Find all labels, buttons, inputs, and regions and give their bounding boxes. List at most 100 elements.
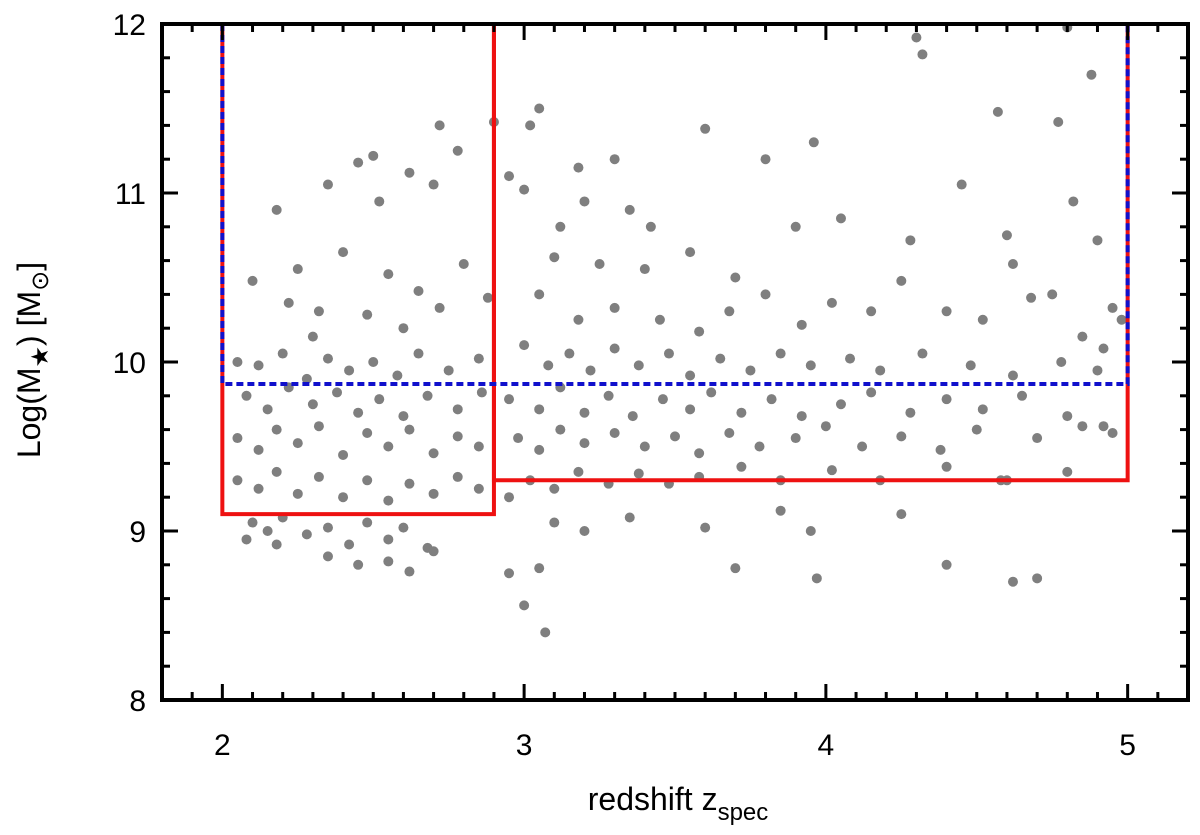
data-point [428,546,439,557]
data-point [917,348,928,359]
data-point [353,559,364,570]
data-point [504,568,515,579]
y-axis-label: Log(M★) [M⊙] [11,262,54,458]
data-point [1032,433,1043,444]
data-point [253,444,264,455]
y-tick-label: 11 [115,178,146,211]
data-point [262,526,273,536]
data-point [434,120,445,131]
data-point [519,600,530,611]
data-point [277,348,288,359]
data-point [353,407,364,418]
data-point [338,449,349,460]
data-point [549,483,560,494]
data-point [685,370,696,381]
data-point [917,49,928,60]
data-point [262,404,273,415]
mass-limit-line [220,24,1130,386]
data-point [724,427,735,438]
x-tick-label: 2 [214,729,231,762]
data-point [452,471,463,482]
data-point [896,431,907,442]
data-point [760,289,771,300]
x-axis-label: redshift zspec [588,781,769,826]
data-point [1062,411,1073,422]
plot-frame [160,22,1190,702]
data-point [639,441,650,452]
data-point [534,444,545,455]
data-point [694,448,705,459]
data-point [383,495,394,506]
data-point [271,466,282,477]
data-point [271,424,282,435]
data-point [645,221,656,232]
data-point [292,438,303,449]
data-point [422,390,433,401]
data-point [398,522,409,533]
data-point [344,539,355,550]
data-point [452,431,463,442]
data-point [504,394,515,405]
data-point [796,319,807,330]
data-point [736,461,747,472]
data-point [549,517,560,528]
data-point [796,411,807,422]
data-point [428,488,439,499]
data-point [579,407,590,418]
data-point [322,522,333,533]
data-point [404,478,415,489]
data-point [1056,357,1067,367]
data-point [579,438,590,449]
data-point [555,424,566,435]
data-point [875,365,886,376]
data-point [573,314,584,325]
data-point [627,411,638,422]
x-tick-label: 5 [1119,729,1136,762]
data-point [519,340,530,351]
data-point [1032,573,1043,584]
data-point [271,204,282,215]
data-point [639,264,650,275]
data-point [992,106,1003,117]
data-point [1107,302,1118,313]
data-point [766,394,777,405]
data-point [585,365,596,376]
data-point [543,360,554,371]
data-point [232,357,243,367]
data-point [905,235,916,246]
data-point [292,488,303,499]
data-point [971,424,982,435]
data-point [896,275,907,286]
data-point [534,103,545,114]
data-point [452,145,463,156]
data-point [307,399,318,410]
data-point [504,171,515,182]
data-point [965,360,976,371]
data-point [1053,117,1064,128]
data-point [1077,331,1088,342]
y-tick-label: 10 [113,347,146,380]
data-point [404,167,415,178]
data-point [540,627,551,638]
x-tick-label: 4 [818,729,835,762]
data-point [1098,421,1109,432]
data-point [564,348,575,359]
data-point [866,387,877,398]
data-point [654,314,665,325]
data-point [700,522,711,533]
data-point [292,264,303,275]
plot-layer [232,22,1127,638]
data-point [368,357,379,367]
data-point [338,492,349,503]
data-point [1107,427,1118,438]
data-point [398,323,409,334]
data-point [633,468,644,479]
data-point [609,154,620,165]
data-point [383,441,394,452]
data-point [1007,576,1018,587]
data-point [685,404,696,415]
data-point [663,348,674,359]
data-point [301,529,312,540]
